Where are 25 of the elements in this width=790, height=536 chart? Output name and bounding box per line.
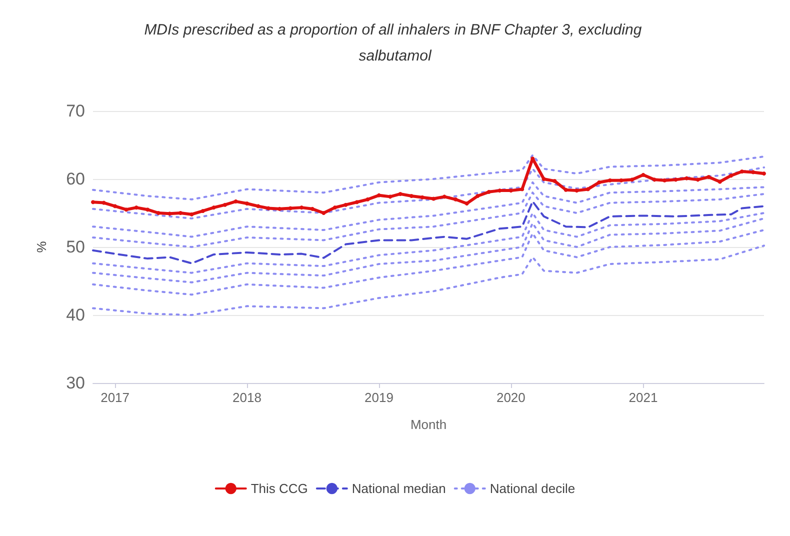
line-series xyxy=(92,192,765,248)
y-tick-label: 70 xyxy=(66,102,85,120)
x-tick-label: 2017 xyxy=(100,390,130,405)
line-series xyxy=(92,154,765,200)
x-tick-label: 2021 xyxy=(628,390,658,405)
chart-title: MDIs prescribed as a proportion of all inhalers in BNF Chapter 3, excluding salbutamol xyxy=(144,22,646,64)
x-tick-label: 2018 xyxy=(232,390,262,405)
y-axis-title: % xyxy=(34,240,49,253)
y-tick-label: 40 xyxy=(66,306,85,324)
y-tick-label: 50 xyxy=(66,238,85,256)
legend-label: National median xyxy=(352,481,446,496)
y-tick-label: 30 xyxy=(66,374,85,392)
line-series xyxy=(92,217,765,284)
line-series xyxy=(92,212,765,274)
x-axis-title: Month xyxy=(410,417,447,432)
y-tick-label: 60 xyxy=(66,170,85,188)
x-tick-label: 2020 xyxy=(496,390,526,405)
legend-label: National decile xyxy=(490,481,576,496)
line-series xyxy=(92,166,765,220)
line-series xyxy=(92,181,765,238)
line-series xyxy=(92,200,765,264)
line-series xyxy=(92,244,765,316)
legend-label: This CCG xyxy=(250,481,308,496)
line-series xyxy=(92,229,765,296)
x-tick-label: 2019 xyxy=(364,390,394,405)
